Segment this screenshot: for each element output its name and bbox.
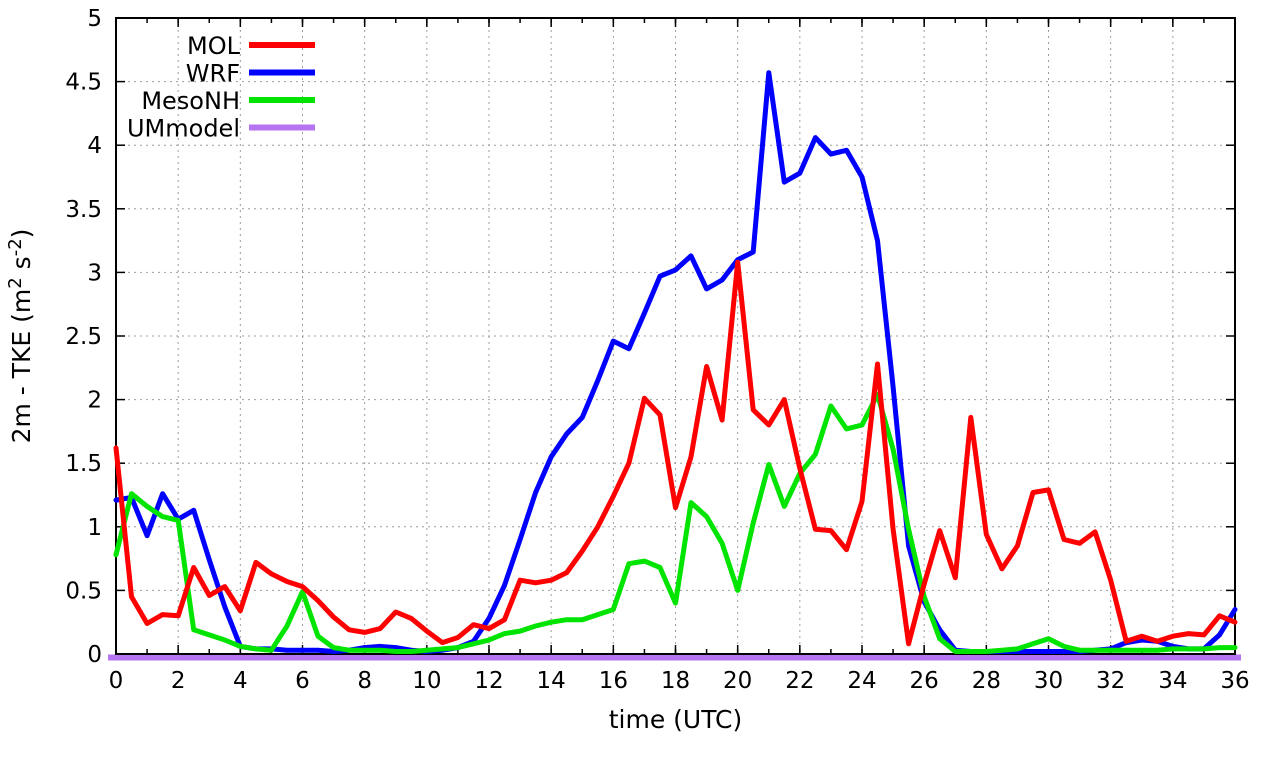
x-tick-label: 34	[1158, 668, 1187, 694]
y-tick-label: 4	[87, 133, 102, 159]
x-tick-label: 6	[295, 668, 310, 694]
gridlines	[116, 18, 1235, 654]
x-tick-label: 8	[357, 668, 372, 694]
y-tick-label: 1.5	[65, 451, 102, 477]
y-tick-label: 2.5	[65, 324, 102, 350]
x-tick-label: 18	[661, 668, 690, 694]
x-axis-title: time (UTC)	[609, 705, 743, 734]
x-tick-labels: 0 2 4 6 8 10 12 14 16 18 20 22 24 26 28 30 32 34 36	[109, 668, 1250, 694]
x-tick-label: 4	[233, 668, 248, 694]
y-tick-label: 0.5	[65, 578, 102, 604]
series-WRF-line	[113, 70, 1238, 654]
x-tick-label: 12	[474, 668, 503, 694]
series-MOL-line	[113, 259, 1238, 647]
y-axis-title: 2m - TKE (m2 s-2)	[5, 229, 36, 444]
x-tick-label: 22	[785, 668, 814, 694]
x-tick-label: 2	[171, 668, 186, 694]
x-tick-label: 28	[972, 668, 1001, 694]
y-tick-label: 3.5	[65, 197, 102, 223]
x-tick-label: 14	[537, 668, 566, 694]
y-tick-label: 0	[87, 642, 102, 668]
y-tick-labels: 0 0.5 1 1.5 2 2.5 3 3.5 4 4.5 5	[65, 6, 102, 668]
x-tick-label: 0	[109, 668, 124, 694]
y-tick-label: 3	[87, 260, 102, 286]
legend-label-MesoNH: MesoNH	[141, 87, 240, 115]
y-tick-label: 4.5	[65, 70, 102, 96]
y-tick-label: 5	[87, 6, 102, 32]
x-tick-label: 20	[723, 668, 752, 694]
x-tick-label: 10	[412, 668, 441, 694]
legend-label-UMmodel: UMmodel	[127, 115, 240, 143]
x-tick-label: 24	[847, 668, 876, 694]
x-tick-label: 30	[1034, 668, 1063, 694]
y-tick-label: 2	[87, 388, 102, 414]
y-tick-label: 1	[87, 515, 102, 541]
x-tick-label: 16	[599, 668, 628, 694]
legend-label-WRF: WRF	[186, 60, 240, 88]
x-tick-label: 36	[1220, 668, 1249, 694]
series-MesoNH-line	[113, 392, 1238, 654]
x-tick-label: 32	[1096, 668, 1125, 694]
x-tick-label: 26	[910, 668, 939, 694]
legend-label-MOL: MOL	[187, 32, 241, 60]
